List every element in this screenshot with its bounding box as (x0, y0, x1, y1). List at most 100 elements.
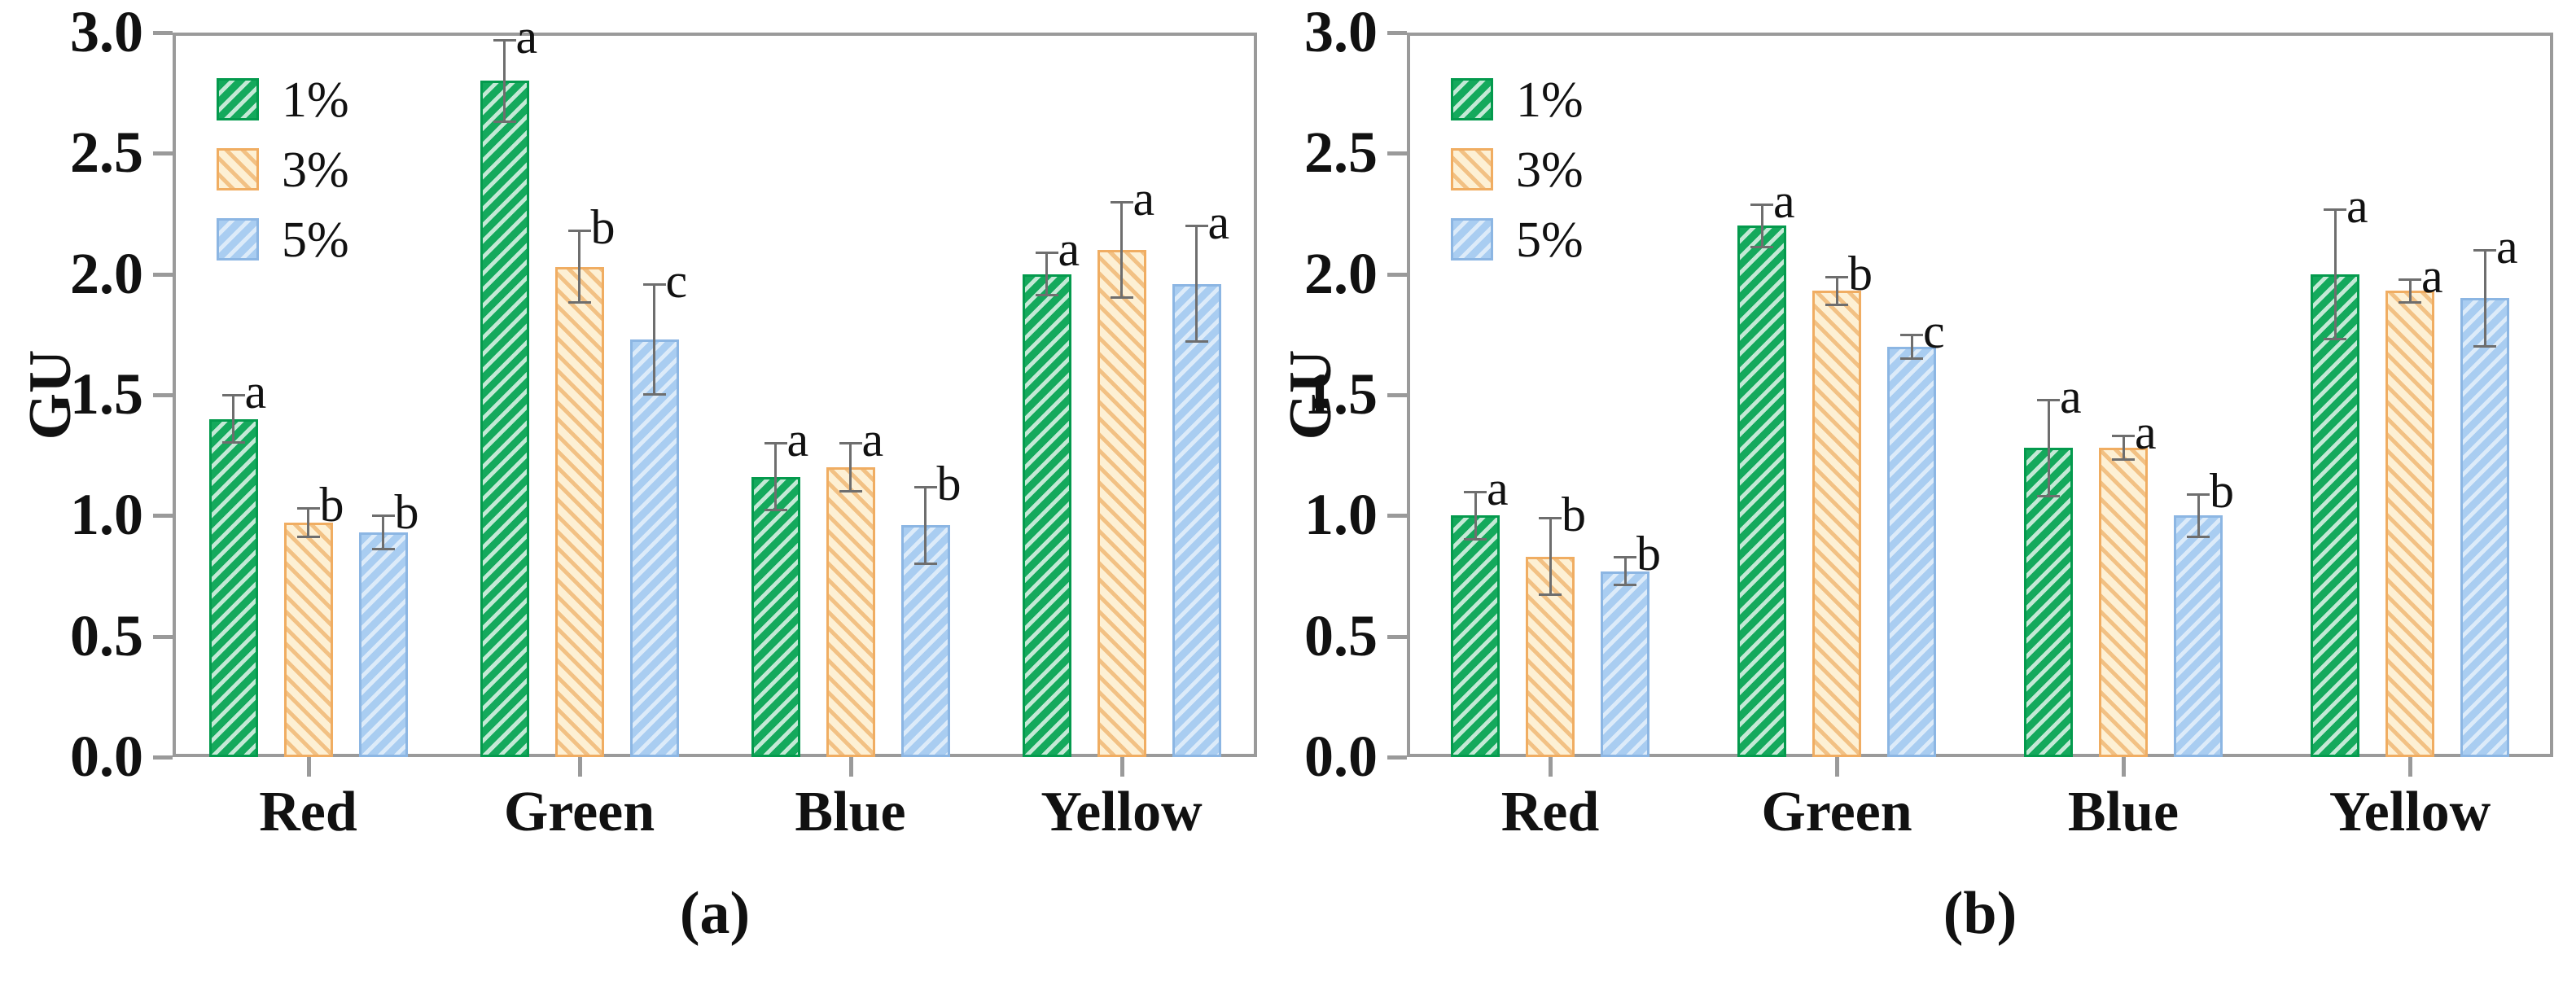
x-category-label-yellow: Yellow (1040, 781, 1203, 843)
y-tick-mark (153, 31, 173, 35)
legend-label-3%: 3% (282, 142, 349, 198)
legend-label-5%: 5% (282, 212, 349, 268)
significance-letter: a (244, 365, 267, 418)
y-tick-mark (1387, 755, 1407, 760)
significance-letter: a (2421, 248, 2443, 303)
error-bar (1760, 204, 1763, 248)
error-bar-cap-top (1750, 203, 1773, 206)
error-bar (1474, 491, 1477, 540)
bar-green-3% (1812, 291, 1861, 757)
error-bar (307, 508, 309, 538)
plot-area-b (1407, 33, 2553, 757)
x-category-label-red: Red (259, 781, 357, 843)
bar-green-3% (554, 266, 604, 757)
error-bar (1549, 518, 1552, 596)
bar-blue-5% (2174, 515, 2223, 757)
error-bar-cap-bottom (221, 441, 245, 444)
error-bar (2047, 399, 2050, 497)
x-category-label-yellow: Yellow (2328, 781, 2491, 843)
bar-blue-1% (751, 476, 800, 757)
error-bar (382, 515, 384, 549)
error-bar-cap-bottom (1539, 593, 1562, 597)
legend-label-5%: 5% (1516, 212, 1584, 268)
x-category-label-blue: Blue (795, 781, 906, 843)
y-tick-label: 1.0 (70, 482, 143, 548)
error-bar-cap-bottom (913, 562, 937, 565)
bar-green-1% (480, 81, 529, 757)
error-bar (232, 395, 234, 444)
bar-blue-3% (2099, 448, 2148, 757)
error-bar-cap-top (296, 507, 320, 510)
significance-letter: a (515, 9, 538, 63)
error-bar-cap-bottom (1750, 246, 1773, 249)
y-tick-mark (153, 272, 173, 277)
error-bar (924, 486, 927, 564)
bar-yellow-1% (2311, 274, 2359, 757)
significance-letter: a (1207, 195, 1230, 250)
error-bar-cap-top (2473, 249, 2496, 252)
y-tick-mark (153, 514, 173, 519)
y-tick-mark (1387, 634, 1407, 639)
error-bar (2333, 208, 2337, 339)
error-bar (1120, 201, 1123, 299)
legend-swatch-5% (217, 218, 259, 261)
y-tick-label: 1.5 (1304, 361, 1378, 427)
error-bar-cap-top (2112, 435, 2135, 438)
x-category-label-blue: Blue (2067, 781, 2180, 843)
legend-label-1%: 1% (282, 72, 349, 128)
significance-letter: a (786, 413, 809, 467)
bar-red-5% (358, 532, 408, 757)
error-bar-cap-bottom (2037, 494, 2060, 497)
bar-yellow-5% (1172, 283, 1221, 757)
bar-red-1% (1451, 515, 1500, 757)
error-bar-cap-bottom (2399, 301, 2421, 304)
bar-blue-3% (826, 467, 875, 757)
legend-swatch-3% (1451, 148, 1493, 190)
error-bar-cap-top (764, 442, 787, 445)
panel-caption-b: (b) (1943, 880, 2017, 947)
error-bar (503, 39, 506, 122)
y-tick-label: 2.5 (1304, 120, 1378, 186)
error-bar (1045, 252, 1048, 296)
error-bar-cap-bottom (1185, 339, 1208, 343)
significance-letter: a (1487, 461, 1509, 515)
error-bar-cap-bottom (1464, 538, 1487, 541)
x-category-label-red: Red (1500, 781, 1600, 843)
bar-yellow-1% (1022, 274, 1071, 757)
y-tick-label: 0.5 (70, 602, 143, 668)
y-tick-label: 1.5 (70, 361, 143, 427)
y-tick-mark (1387, 393, 1407, 397)
bar-red-5% (1601, 571, 1649, 757)
x-tick-mark (577, 757, 582, 777)
error-bar-cap-top (913, 485, 937, 488)
y-tick-label: 0.5 (1304, 602, 1378, 668)
y-tick-mark (1387, 272, 1407, 277)
y-tick-label: 2.0 (70, 240, 143, 306)
error-bar-cap-top (1539, 517, 1562, 520)
error-bar-cap-bottom (1035, 294, 1058, 297)
significance-letter: b (590, 200, 616, 255)
error-bar-cap-bottom (2324, 337, 2346, 340)
significance-letter: a (2346, 178, 2368, 233)
error-bar (1195, 225, 1198, 342)
error-bar (1835, 276, 1838, 306)
error-bar-cap-top (493, 38, 516, 42)
legend-swatch-1% (1451, 78, 1493, 120)
panel-b: GU (b) 3.0 2.5 2.0 1.5 1.0 0.5 0.0 1% 3% 5% Red a b b… (1277, 0, 2576, 1007)
significance-letter: a (2060, 369, 2082, 423)
x-category-label-green: Green (503, 781, 655, 843)
error-bar-cap-bottom (642, 393, 666, 396)
error-bar (2408, 278, 2412, 304)
error-bar-cap-bottom (296, 536, 320, 539)
y-tick-mark (153, 755, 173, 760)
error-bar-cap-top (567, 230, 591, 233)
significance-letter: b (1562, 488, 1586, 542)
error-bar-cap-bottom (1900, 357, 1923, 360)
significance-letter: b (936, 456, 962, 510)
y-tick-label: 2.0 (1304, 240, 1378, 306)
y-tick-label: 3.0 (1304, 0, 1378, 64)
panel-caption-a: (a) (679, 880, 751, 947)
y-tick-label: 2.5 (70, 120, 143, 186)
legend-swatch-1% (217, 78, 259, 120)
error-bar-cap-top (839, 442, 862, 445)
